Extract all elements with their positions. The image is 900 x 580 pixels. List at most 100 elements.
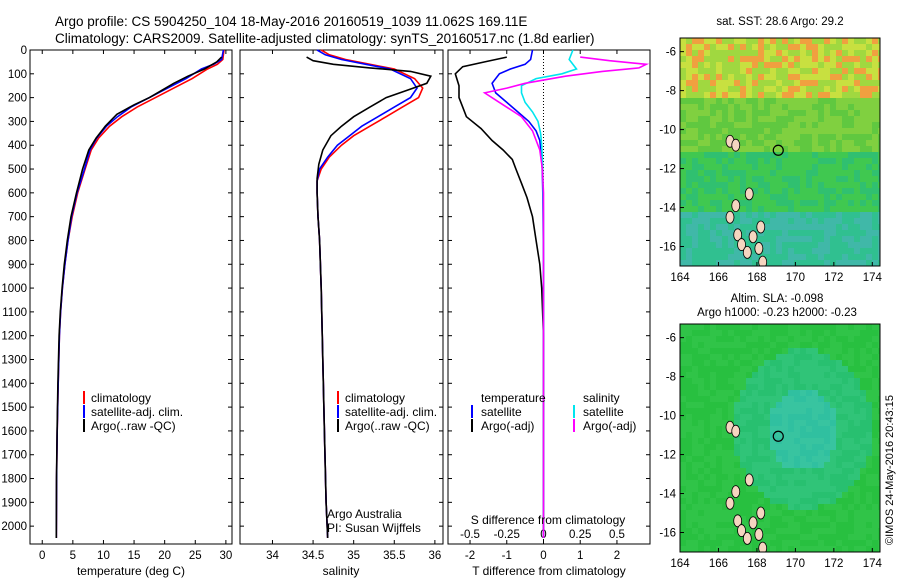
map-cell [680,432,687,439]
map-cell [872,152,879,159]
map-cell [794,56,801,63]
map-cell [842,426,849,433]
map-cell [824,158,831,165]
map-cell [740,170,747,177]
map-cell [818,420,825,427]
map-cell [692,336,699,343]
map-cell [770,528,777,535]
map-cell [866,360,873,367]
map-cell [722,260,729,266]
map-cell [866,342,873,349]
map-cell [782,158,789,165]
map-cell [740,86,747,93]
map-cell [728,242,735,249]
island [744,187,754,201]
map-cell [782,224,789,231]
map-cell [698,498,705,505]
map-cell [812,242,819,249]
sst-map-lon-label: 172 [824,272,843,284]
map-cell [878,522,880,529]
map-cell [866,62,873,69]
map-cell [812,158,819,165]
map-cell [830,128,837,135]
map-cell [812,230,819,237]
map-cell [752,38,759,45]
salinity-xtick-label: 36 [428,550,441,562]
map-cell [770,50,777,57]
map-cell [848,260,855,266]
map-cell [812,224,819,231]
map-cell [818,480,825,487]
map-cell [872,110,879,117]
map-cell [710,182,717,189]
map-cell [782,456,789,463]
map-cell [722,110,729,117]
map-cell [776,146,783,153]
map-cell [764,134,771,141]
map-cell [752,212,759,219]
sla-map: 164 166 168 170 172 174-6-8-10-12-14-16 [659,323,883,570]
map-cell [758,420,765,427]
map-cell [734,324,741,331]
map-cell [758,402,765,409]
map-cell [848,330,855,337]
map-cell [782,528,789,535]
map-cell [878,504,880,511]
map-cell [740,468,747,475]
map-cell [758,98,765,105]
map-cell [710,366,717,373]
map-cell [752,188,759,195]
map-cell [728,236,735,243]
map-cell [686,242,693,249]
sst-map-lat-label: -6 [666,47,676,59]
map-cell [848,170,855,177]
map-cell [812,366,819,373]
map-cell [878,414,880,421]
map-cell [806,122,813,129]
map-cell [800,324,807,331]
map-cell [764,230,771,237]
map-cell [836,68,843,75]
map-cell [878,516,880,523]
map-cell [746,510,753,517]
map-cell [740,146,747,153]
map-cell [848,396,855,403]
map-cell [830,224,837,231]
map-cell [692,122,699,129]
map-cell [698,420,705,427]
map-cell [824,336,831,343]
map-cell [680,486,687,493]
map-cell [692,426,699,433]
map-cell [776,74,783,81]
map-cell [752,254,759,261]
map-cell [764,218,771,225]
map-cell [728,92,735,99]
map-cell [710,372,717,379]
map-cell [722,248,729,255]
map-cell [836,414,843,421]
map-cell [710,324,717,331]
map-cell [734,176,741,183]
map-cell [782,462,789,469]
map-cell [848,212,855,219]
map-cell [686,260,693,266]
map-cell [836,62,843,69]
map-cell [758,396,765,403]
map-cell [812,486,819,493]
map-cell [710,92,717,99]
map-cell [734,248,741,255]
map-cell [860,360,867,367]
map-cell [770,492,777,499]
map-cell [758,486,765,493]
map-cell [698,474,705,481]
map-cell [854,194,861,201]
map-cell [734,468,741,475]
map-cell [812,456,819,463]
map-cell [740,432,747,439]
map-cell [854,140,861,147]
sst-map-field [680,38,880,266]
map-cell [860,170,867,177]
map-cell [764,462,771,469]
sst-map-lon-label: 164 [670,272,690,284]
map-cell [698,348,705,355]
